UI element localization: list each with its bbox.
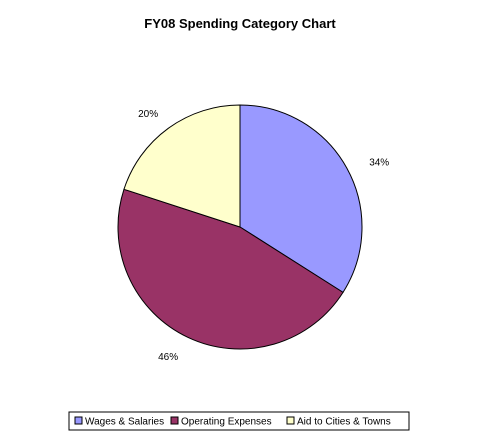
legend: Wages & Salaries Operating Expenses Aid to… <box>68 411 410 431</box>
legend-swatch-1 <box>170 416 179 425</box>
percent-label-1: 46% <box>158 352 178 363</box>
legend-label-0: Wages & Salaries <box>85 417 164 428</box>
percent-label-2: 20% <box>138 109 158 120</box>
legend-swatch-0 <box>74 416 83 425</box>
pie-slices <box>117 104 363 350</box>
legend-label-1: Operating Expenses <box>181 417 272 428</box>
pie-slice-2 <box>123 104 241 228</box>
chart-title: FY08 Spending Category Chart <box>144 16 336 31</box>
pie-slice-1 <box>117 188 344 350</box>
percent-label-0: 34% <box>369 158 389 169</box>
percent-labels: 34% 46% 20% <box>138 109 389 363</box>
pie-slice-0 <box>239 104 363 294</box>
legend-swatch-2 <box>286 416 295 425</box>
legend-label-2: Aid to Cities & Towns <box>297 417 391 428</box>
legend-box <box>68 411 410 431</box>
